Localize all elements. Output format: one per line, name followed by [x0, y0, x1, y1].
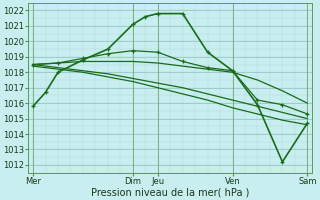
X-axis label: Pression niveau de la mer( hPa ): Pression niveau de la mer( hPa )	[91, 187, 249, 197]
